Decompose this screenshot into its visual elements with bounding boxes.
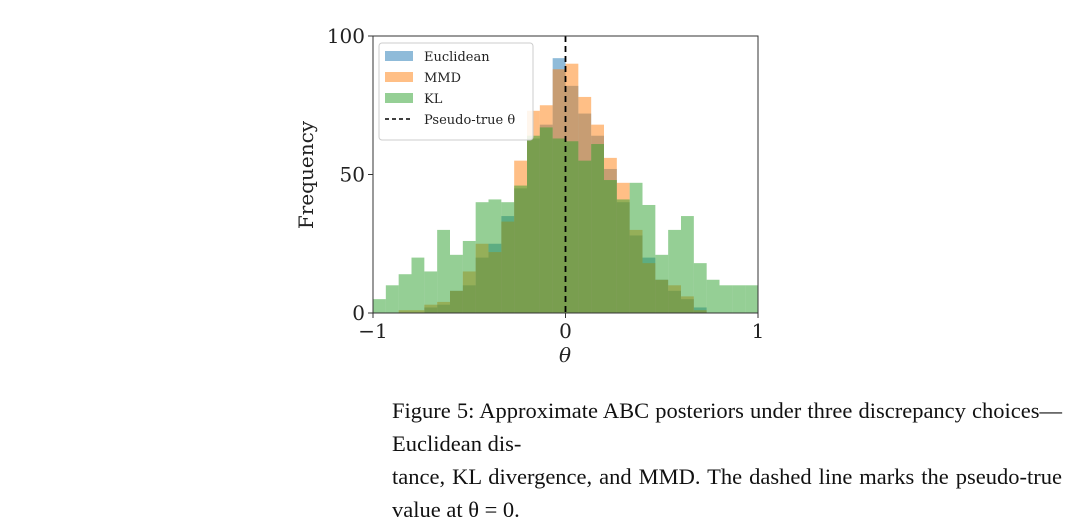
bar-kl-8 <box>475 202 489 313</box>
figure-caption: Figure 5: Approximate ABC posteriors und… <box>392 394 1062 526</box>
bar-kl-26 <box>706 279 720 313</box>
bar-kl-7 <box>462 240 476 313</box>
bar-kl-11 <box>514 185 527 313</box>
bar-kl-3 <box>411 257 425 313</box>
bar-kl-6 <box>450 254 463 313</box>
y-tick-label: 100 <box>327 24 365 48</box>
bar-kl-5 <box>437 229 450 313</box>
bar-kl-29 <box>745 285 758 313</box>
bar-kl-9 <box>488 199 502 313</box>
legend-swatch-euclidean <box>385 51 413 61</box>
bar-kl-19 <box>616 199 630 313</box>
bar-kl-10 <box>501 202 515 313</box>
y-tick-label: 50 <box>340 163 365 187</box>
bar-kl-1 <box>385 285 399 313</box>
bar-kl-16 <box>578 160 592 313</box>
y-tick-label: 0 <box>352 301 365 325</box>
legend-label: MMD <box>424 71 461 86</box>
caption-line-1: Figure 5: Approximate ABC posteriors und… <box>392 398 1062 456</box>
caption-line-2: tance, KL divergence, and MMD. The dashe… <box>392 464 1062 522</box>
x-tick-label: 0 <box>559 319 572 343</box>
bar-kl-0 <box>373 299 386 313</box>
bar-kl-21 <box>642 204 656 313</box>
x-tick-label: 1 <box>752 319 765 343</box>
legend-label: Pseudo-true θ <box>424 113 515 128</box>
bar-kl-12 <box>527 135 540 313</box>
bar-kl-24 <box>681 216 694 313</box>
bar-kl-18 <box>604 180 617 313</box>
legend-label: Euclidean <box>424 50 490 65</box>
bar-kl-17 <box>591 144 604 313</box>
bar-kl-13 <box>539 127 553 313</box>
legend-swatch-mmd <box>385 72 413 82</box>
legend-label: KL <box>424 92 443 107</box>
bar-kl-15 <box>565 141 579 313</box>
bar-kl-14 <box>552 138 566 313</box>
bar-kl-22 <box>655 254 669 313</box>
bar-kl-20 <box>629 182 643 313</box>
y-axis-label: Frequency <box>294 120 318 229</box>
bar-kl-25 <box>693 263 707 313</box>
bar-kl-27 <box>719 285 733 313</box>
x-axis-label: θ <box>559 343 571 367</box>
bar-kl-23 <box>668 229 681 313</box>
x-tick-label: −1 <box>358 319 387 343</box>
legend: Euclidean MMD KL Pseudo-true θ <box>378 42 534 141</box>
bar-kl-2 <box>398 274 412 313</box>
legend-swatch-kl <box>385 93 413 103</box>
bar-kl-4 <box>424 271 438 313</box>
bar-kl-28 <box>732 285 746 313</box>
